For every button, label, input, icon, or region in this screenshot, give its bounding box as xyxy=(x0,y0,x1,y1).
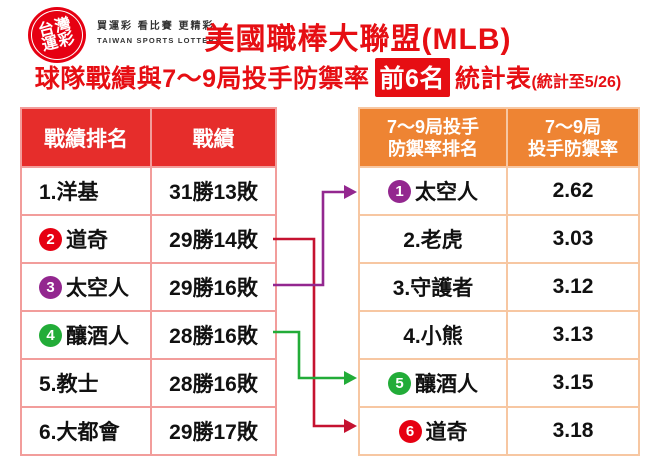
era-value: 3.13 xyxy=(552,323,594,346)
record-value: 29勝14敗 xyxy=(169,229,258,252)
rank-4-badge: 4 xyxy=(39,323,62,347)
record-row-value: 29勝14敗 xyxy=(152,216,275,262)
connector-dodgers-arrowhead xyxy=(344,419,357,433)
team-label: 5.教士 xyxy=(39,373,99,396)
team-label: 1.洋基 xyxy=(39,181,99,204)
page-subtitle: 球隊戰績與7～9局投手防禦率 前6名 統計表(統計至5/26) xyxy=(0,58,656,97)
record-value: 29勝17敗 xyxy=(169,421,258,444)
era-value: 3.03 xyxy=(552,227,594,250)
connector-dodgers-line xyxy=(273,237,345,428)
era-table: 7～9局投手 防禦率排名 7～9局 投手防禦率 1 太空人 2.62 2.老虎 3… xyxy=(358,107,640,456)
era-header-line2: 投手防禦率 xyxy=(528,138,618,159)
era-rank-1-badge: 1 xyxy=(388,179,411,203)
era-row-team: 1 太空人 xyxy=(360,168,506,214)
brand-slogan: 買運彩 看比賽 更精彩 xyxy=(97,21,215,32)
era-row-team: 4.小熊 xyxy=(360,312,506,358)
era-row-value: 3.15 xyxy=(508,360,638,406)
era-value: 3.18 xyxy=(552,419,594,442)
connector-brewers-line xyxy=(273,330,345,380)
record-row-value: 28勝16敗 xyxy=(152,360,275,406)
team-label: 6.大都會 xyxy=(39,421,120,444)
connector-astros-arrowhead xyxy=(344,185,357,199)
top6-badge: 前6名 xyxy=(374,58,450,97)
taiwan-sports-lottery-logo: 台灣 運彩 xyxy=(28,7,86,63)
record-row-value: 29勝17敗 xyxy=(152,408,275,454)
record-table: 戰績排名 戰績 1.洋基 31勝13敗 2 道奇 29勝14敗 3 太空人 29勝1… xyxy=(20,107,277,456)
connector-astros-line xyxy=(273,190,345,287)
team-label: 4.小熊 xyxy=(403,325,463,348)
era-header-line1: 7～9局 xyxy=(544,116,602,137)
era-value: 3.15 xyxy=(552,371,594,394)
record-row-team: 1.洋基 xyxy=(22,168,150,214)
era-row-value: 3.03 xyxy=(508,216,638,262)
record-value: 31勝13敗 xyxy=(169,181,258,204)
era-row-team: 5 釀酒人 xyxy=(360,360,506,406)
era-row-value: 3.13 xyxy=(508,312,638,358)
era-rank-header-line2: 防禦率排名 xyxy=(388,138,478,159)
era-row-value: 3.18 xyxy=(508,408,638,454)
era-row-team: 3.守護者 xyxy=(360,264,506,310)
record-row-team: 4 釀酒人 xyxy=(22,312,150,358)
connector-brewers-arrowhead xyxy=(344,371,357,385)
rank-2-badge: 2 xyxy=(39,227,62,251)
subtitle-date-note: (統計至5/26) xyxy=(531,74,622,91)
team-label: 釀酒人 xyxy=(415,373,478,396)
era-rank-header: 7～9局投手 防禦率排名 xyxy=(360,109,506,166)
rank-3-badge: 3 xyxy=(39,275,62,299)
page-title: 美國職棒大聯盟(MLB) xyxy=(204,23,512,56)
record-value: 29勝16敗 xyxy=(169,277,258,300)
record-row-team: 6.大都會 xyxy=(22,408,150,454)
record-row-value: 28勝16敗 xyxy=(152,312,275,358)
brand-slogan-block: 買運彩 看比賽 更精彩 TAIWAN SPORTS LOTTERY xyxy=(97,17,221,45)
era-rank-6-badge: 6 xyxy=(398,419,422,443)
record-row-value: 31勝13敗 xyxy=(152,168,275,214)
record-rank-header: 戰績排名 xyxy=(22,109,150,166)
record-row-value: 29勝16敗 xyxy=(152,264,275,310)
record-row-team: 3 太空人 xyxy=(22,264,150,310)
era-row-team: 6 道奇 xyxy=(360,408,506,454)
team-label: 太空人 xyxy=(415,181,478,204)
team-label: 道奇 xyxy=(425,421,468,444)
record-header: 戰績 xyxy=(152,109,275,166)
record-row-team: 2 道奇 xyxy=(22,216,150,262)
subtitle-suffix: 統計表 xyxy=(454,65,532,93)
era-rank-5-badge: 5 xyxy=(388,371,411,395)
brand-name-en: TAIWAN SPORTS LOTTERY xyxy=(97,36,221,45)
era-value: 3.12 xyxy=(552,275,594,298)
record-value: 28勝16敗 xyxy=(169,325,258,348)
team-label: 3.守護者 xyxy=(392,277,474,300)
era-rank-header-line1: 7～9局投手 xyxy=(386,116,480,137)
team-label: 道奇 xyxy=(66,229,108,252)
record-row-team: 5.教士 xyxy=(22,360,150,406)
era-value: 2.62 xyxy=(552,179,594,202)
team-label: 釀酒人 xyxy=(66,325,129,348)
era-header: 7～9局 投手防禦率 xyxy=(508,109,638,166)
era-row-team: 2.老虎 xyxy=(360,216,506,262)
record-value: 28勝16敗 xyxy=(169,373,258,396)
subtitle-prefix: 球隊戰績與7～9局投手防禦率 xyxy=(34,65,370,93)
team-label: 2.老虎 xyxy=(403,229,463,252)
era-row-value: 3.12 xyxy=(508,264,638,310)
era-row-value: 2.62 xyxy=(508,168,638,214)
team-label: 太空人 xyxy=(66,277,129,300)
